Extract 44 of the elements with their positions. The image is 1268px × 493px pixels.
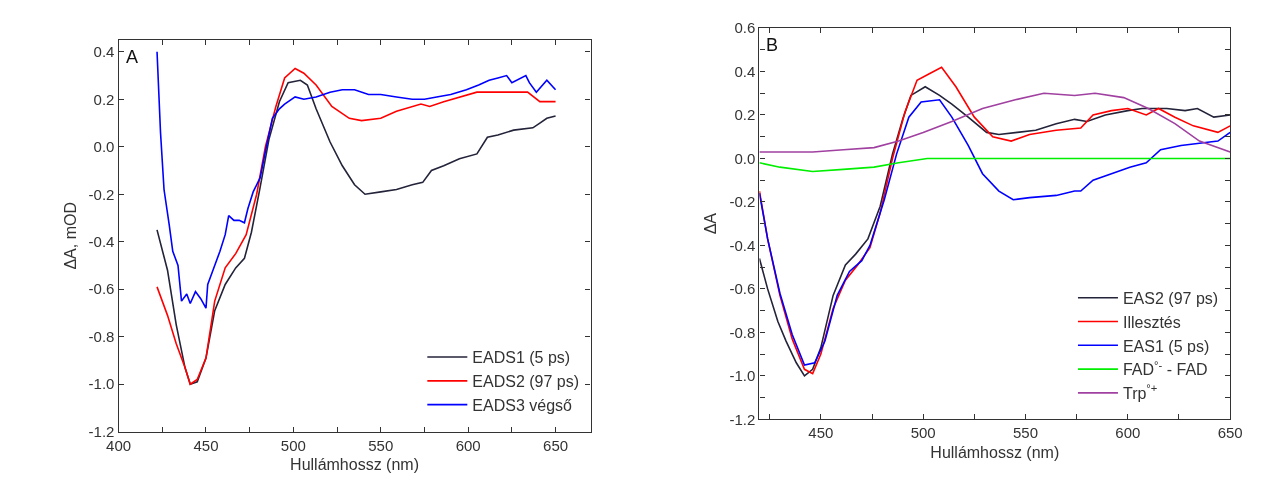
y-tick-label: -1.0 [729,367,756,385]
annotation: B [766,35,779,55]
x-tick-label: 450 [193,436,219,454]
legend-label: Illesztés [1122,313,1181,331]
legend-label: EAS2 (97 ps) [1122,289,1219,307]
x-axis-title: Hullámhossz (nm) [930,444,1060,462]
y-tick-label: 0.0 [93,138,115,156]
y-tick-label: 0.6 [734,19,756,37]
legend-label: EADS3 végső [472,396,573,414]
line-series [759,92,1231,153]
y-tick-label: -0.6 [88,280,115,298]
legend-label: EADS1 (5 ps) [472,349,571,367]
x-tick-label: 550 [368,436,394,454]
x-tick-label: 600 [1115,424,1141,442]
x-tick-label: 650 [1217,424,1243,442]
y-tick-label: -0.4 [729,236,756,254]
x-tick-label: 650 [543,436,569,454]
y-tick-label: 0.4 [93,43,115,61]
y-tick-label: -0.2 [88,185,115,203]
y-tick-label: -1.2 [729,410,756,428]
y-axis-title: ΔA, mOD [61,202,79,270]
x-tick-label: 500 [910,424,936,442]
x-tick-label: 450 [808,424,834,442]
x-tick-label: 550 [1012,424,1039,442]
legend-label: Trp$^{°+}$ [1122,382,1158,403]
y-tick-label: 0.4 [734,62,756,80]
x-tick-label: 600 [455,436,481,454]
y-tick-label: 0.2 [93,90,115,108]
legend-label: FAD$^{°-}$ - FAD [1122,358,1208,379]
y-tick-label: -1.0 [88,375,115,393]
legend-label: EAS1 (5 ps) [1122,337,1210,355]
y-tick-label: -0.8 [729,323,756,341]
y-tick-label: -0.8 [88,327,115,345]
legend-label: EADS2 (97 ps) [472,373,580,391]
line-series [156,51,557,310]
y-tick-label: 0.2 [734,106,756,124]
y-tick-label: -0.4 [88,233,115,250]
y-axis-title: ΔA [702,212,720,235]
y-tick-label: -0.2 [729,193,756,211]
y-tick-label: -0.6 [729,280,756,298]
y-tick-label: 0.0 [734,149,756,167]
x-axis-title: Hullámhossz (nm) [290,456,420,474]
annotation: A [126,47,139,67]
x-tick-label: 500 [280,436,306,454]
